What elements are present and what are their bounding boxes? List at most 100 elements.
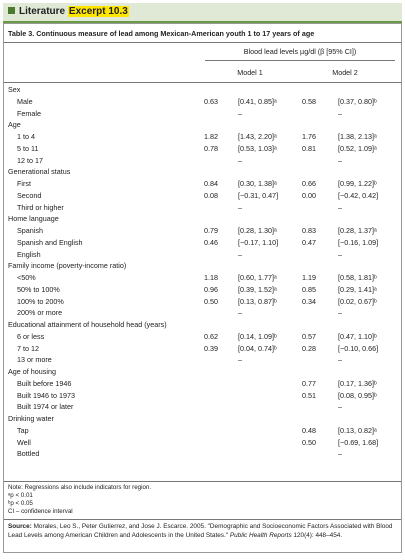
cell: 0.57 (302, 331, 316, 341)
cell: [0.39, 1.52]ᵃ (238, 284, 277, 294)
group-label: Generational status (8, 167, 71, 177)
cell: [0.28, 1.30]ᵃ (238, 226, 277, 235)
cell: [−0.31, 0.47] (238, 190, 279, 200)
row-label: Second (17, 190, 42, 200)
row-label: Spanish (17, 226, 43, 235)
cell: [−0.10, 0.66] (338, 343, 379, 353)
cell: 0.79 (204, 226, 218, 235)
cell: 0.00 (302, 190, 316, 200)
cell: – (338, 402, 342, 412)
column-group: Blood lead levels µg/dl (β [95% CI]) (243, 47, 357, 56)
note: CI – confidence interval (8, 508, 73, 515)
cell: 0.58 (302, 96, 316, 106)
cell: 0.78 (204, 143, 218, 153)
cell: – (338, 202, 342, 212)
row-label: 7 to 12 (17, 343, 39, 353)
cell: 0.77 (302, 378, 316, 388)
cell: – (238, 202, 242, 212)
cell: [0.52, 1.09]ᵃ (338, 143, 377, 153)
rule (205, 60, 395, 61)
cell: [1.38, 2.13]ᵃ (338, 132, 377, 141)
row-label: Built 1974 or later (17, 402, 74, 412)
group-label: Drinking water (8, 414, 54, 423)
cell: [0.30, 1.38]ᵃ (238, 179, 277, 188)
cell: [0.13, 0.87]ᵇ (238, 296, 277, 306)
cell: 0.84 (204, 179, 218, 188)
source-journal: Public Health Reports (229, 532, 292, 539)
row-label: 100% to 200% (17, 296, 64, 306)
cell: [0.28, 1.37]ᵃ (338, 226, 377, 235)
cell: 0.28 (302, 343, 316, 353)
row-label: 50% to 100% (17, 284, 60, 294)
cell: – (338, 108, 342, 118)
cell: [0.13, 0.82]ᵃ (338, 425, 377, 435)
row-label: Built 1946 to 1973 (17, 390, 75, 400)
group-label: Educational attainment of household head… (8, 320, 167, 329)
cell: 0.39 (204, 343, 218, 353)
cell: – (238, 108, 242, 118)
note: Note: Regressions also include indicator… (8, 484, 152, 491)
rule (4, 42, 401, 43)
cell: 0.34 (302, 296, 316, 306)
group-label: Age (8, 120, 21, 130)
cell: 1.19 (302, 273, 316, 282)
row-label: Built before 1946 (17, 378, 72, 388)
row-label: Bottled (17, 449, 40, 459)
cell: – (338, 155, 342, 165)
excerpt-header: Literature Excerpt 10.3 (3, 3, 402, 23)
cell: 0.83 (302, 226, 316, 235)
row-label: Third or higher (17, 202, 64, 212)
cell: 0.51 (302, 390, 316, 400)
cell: [0.99, 1.22]ᵇ (338, 179, 377, 188)
cell: 0.08 (204, 190, 218, 200)
cell: 0.96 (204, 284, 218, 294)
cell: [−0.17, 1.10] (238, 237, 279, 247)
cell: – (238, 249, 242, 259)
note: ᵇp < 0.05 (8, 500, 33, 507)
source-text: Morales, Leo S., Peter Gutierrez, and Jo… (8, 523, 393, 539)
model-header: Model 1 (237, 68, 263, 77)
cell: 1.82 (204, 132, 218, 141)
group-label: Home language (8, 214, 59, 224)
cell: – (238, 308, 242, 318)
cell: [1.43, 2.20]ᵃ (238, 132, 277, 141)
row-label: English (17, 249, 41, 259)
cell: [0.47, 1.10]ᵇ (338, 331, 377, 341)
cell: 0.81 (302, 143, 316, 153)
cell: [0.58, 1.81]ᵇ (338, 273, 377, 282)
header-label: Literature (19, 6, 66, 17)
row-label: <50% (17, 273, 36, 282)
cell: [0.08, 0.95]ᵇ (338, 390, 377, 400)
row-label: Spanish and English (17, 237, 83, 247)
source-label: Source: (8, 523, 32, 530)
row-label: Tap (17, 425, 29, 435)
cell: [0.14, 1.09]ᵇ (238, 331, 277, 341)
row-label: Well (17, 437, 31, 447)
cell: [0.60, 1.77]ᵃ (238, 273, 277, 282)
cell: 0.48 (302, 425, 316, 435)
cell: 0.46 (204, 237, 218, 247)
cell: [0.53, 1.03]ᵃ (238, 143, 277, 153)
group-label: Sex (8, 85, 21, 94)
cell: [0.37, 0.80]ᵇ (338, 96, 377, 106)
rule (4, 519, 401, 520)
row-label: 200% or more (17, 308, 63, 318)
row-label: 1 to 4 (17, 132, 35, 141)
row-label: 6 or less (17, 331, 45, 341)
cell: – (338, 249, 342, 259)
cell: 0.50 (204, 296, 218, 306)
table-title: Table 3. Continuous measure of lead amon… (8, 29, 315, 38)
rule (4, 82, 401, 83)
cell: 0.63 (204, 96, 218, 106)
cell: – (238, 155, 242, 165)
cell: – (238, 355, 242, 365)
rule (4, 481, 401, 482)
cell: 0.66 (302, 179, 316, 188)
cell: [0.04, 0.74]ᵇ (238, 343, 277, 353)
group-label: Family income (poverty-income ratio) (8, 261, 127, 271)
cell: – (338, 355, 342, 365)
cell: 0.85 (302, 284, 316, 294)
cell: [0.29, 1.41]ᵃ (338, 284, 377, 294)
cell: [0.41, 0.85]ᵃ (238, 96, 277, 106)
